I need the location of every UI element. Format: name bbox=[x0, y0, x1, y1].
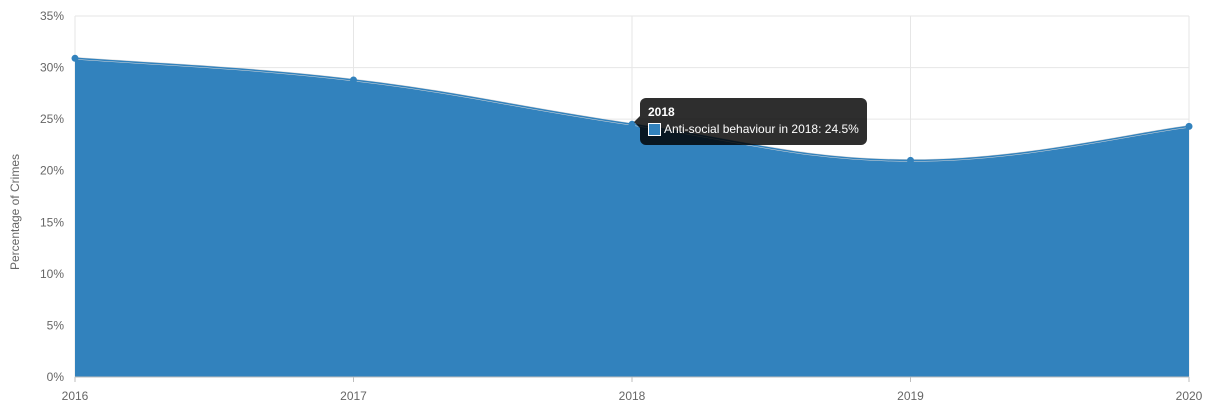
data-point bbox=[1185, 122, 1193, 130]
area-fill bbox=[75, 58, 1189, 377]
chart-tooltip: 2018 Anti-social behaviour in 2018: 24.5… bbox=[634, 98, 867, 145]
x-tick-label: 2017 bbox=[340, 389, 367, 403]
data-point bbox=[907, 156, 914, 164]
y-tick-label: 5% bbox=[47, 318, 65, 332]
y-tick-label: 25% bbox=[40, 112, 64, 126]
data-point bbox=[71, 54, 79, 62]
x-tick-label: 2016 bbox=[62, 389, 89, 403]
y-tick-label: 35% bbox=[40, 9, 64, 23]
y-tick-label: 10% bbox=[40, 267, 64, 281]
y-tick-label: 20% bbox=[40, 164, 64, 178]
x-tick-label: 2019 bbox=[897, 389, 924, 403]
data-points bbox=[71, 54, 1193, 164]
x-tick-label: 2018 bbox=[619, 389, 646, 403]
y-tick-label: 0% bbox=[47, 370, 65, 384]
tooltip-row: Anti-social behaviour in 2018: 24.5% bbox=[648, 121, 859, 138]
data-point bbox=[628, 120, 636, 128]
tooltip-title: 2018 bbox=[648, 105, 675, 119]
y-tick-label: 30% bbox=[40, 61, 64, 75]
data-point bbox=[350, 76, 357, 84]
series-color-swatch bbox=[648, 123, 661, 136]
tooltip-text: Anti-social behaviour in 2018: 24.5% bbox=[664, 122, 859, 136]
axes: 0% 5% 10% 15% 20% 25% 30% 35% 2016 2017 2018 2019 20… bbox=[40, 9, 1203, 403]
tooltip-caret bbox=[634, 116, 640, 128]
x-tick-label: 2020 bbox=[1176, 389, 1203, 403]
y-axis-title: Percentage of Crimes bbox=[8, 154, 22, 270]
y-tick-label: 15% bbox=[40, 215, 64, 229]
